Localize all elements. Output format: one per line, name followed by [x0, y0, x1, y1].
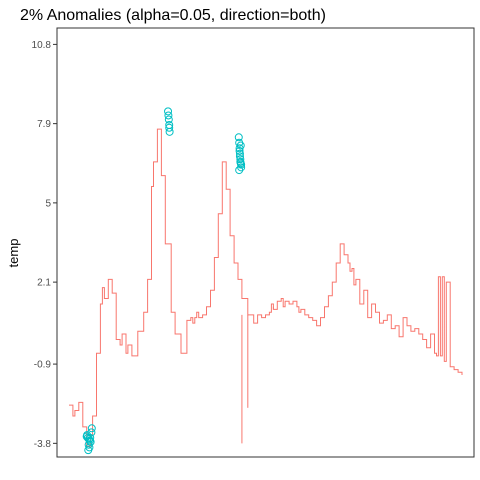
anomaly-point	[84, 446, 93, 455]
anomaly-point	[235, 166, 244, 175]
y-tick-label: -3.8	[34, 439, 52, 450]
anomaly-point	[164, 115, 173, 124]
anomaly-point	[236, 141, 245, 150]
y-tick-label: 7.9	[37, 119, 51, 130]
chart-title: 2% Anomalies (alpha=0.05, direction=both…	[20, 7, 326, 24]
anomaly-point	[165, 123, 174, 132]
plot-frame	[56, 27, 475, 458]
anomaly-point	[236, 155, 245, 164]
anomaly-point	[86, 433, 95, 442]
y-axis-title: temp	[6, 239, 21, 268]
anomaly-point	[234, 133, 243, 142]
anomaly-point	[87, 428, 96, 437]
y-tick-label: 5	[45, 198, 51, 209]
anomaly-point	[164, 111, 173, 120]
anomaly-point	[165, 121, 174, 130]
anomaly-point	[164, 107, 173, 116]
y-tick-label: -0.9	[34, 360, 52, 371]
anomaly-point	[235, 146, 244, 155]
y-tick-label: 2.1	[37, 278, 51, 289]
plot-area	[69, 107, 463, 455]
y-tick-label: 10.8	[32, 40, 52, 51]
anomaly-point	[237, 160, 246, 169]
anomaly-point	[165, 127, 174, 136]
y-axis: -3.8 -0.9 2.1 5 7.9 10.8	[32, 40, 57, 450]
anomaly-point	[235, 149, 244, 158]
temp-series-line	[69, 128, 463, 447]
anomaly-point	[87, 424, 96, 433]
anomaly-point	[235, 152, 244, 161]
